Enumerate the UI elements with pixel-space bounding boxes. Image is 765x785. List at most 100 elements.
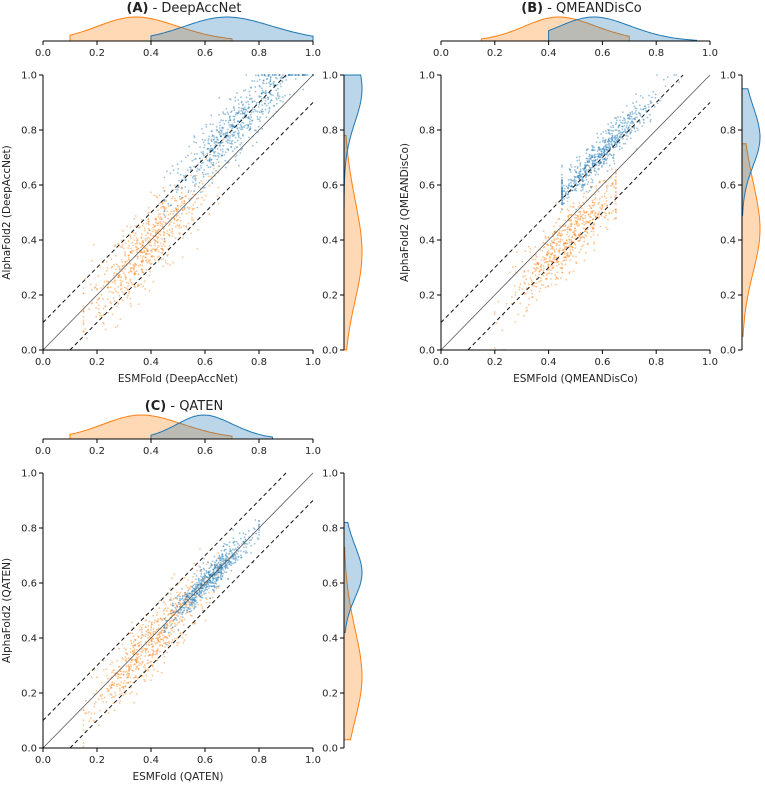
data-point xyxy=(220,572,223,574)
data-point xyxy=(131,252,134,254)
data-point xyxy=(150,629,153,631)
data-point xyxy=(639,108,642,110)
data-point xyxy=(581,189,584,191)
data-point xyxy=(131,658,134,661)
data-point xyxy=(221,129,223,132)
data-point xyxy=(210,573,213,575)
data-point xyxy=(222,572,225,575)
data-point xyxy=(567,255,569,258)
data-point xyxy=(572,206,575,208)
right-density-tick-label: 1.0 xyxy=(322,71,338,82)
data-point xyxy=(162,653,165,656)
data-point xyxy=(217,576,220,578)
data-point xyxy=(591,181,594,184)
data-point xyxy=(200,569,203,571)
data-point xyxy=(556,276,558,279)
data-point xyxy=(169,620,171,623)
data-point xyxy=(153,641,156,643)
data-point xyxy=(166,255,169,257)
data-point xyxy=(84,712,86,715)
data-point xyxy=(176,204,179,207)
data-point xyxy=(175,199,178,202)
data-point xyxy=(527,283,530,286)
data-point xyxy=(160,638,162,641)
data-point xyxy=(195,583,198,586)
data-point xyxy=(241,104,244,107)
data-point xyxy=(126,672,129,674)
data-point xyxy=(225,552,228,555)
data-point xyxy=(617,125,620,128)
data-point xyxy=(158,631,161,634)
data-point xyxy=(183,606,185,609)
data-point xyxy=(161,202,164,204)
data-point xyxy=(207,142,210,145)
data-point xyxy=(563,184,565,187)
data-point xyxy=(585,172,588,175)
data-point xyxy=(177,208,180,211)
data-point xyxy=(559,241,561,243)
data-point xyxy=(255,101,258,104)
data-point xyxy=(152,649,155,652)
data-point xyxy=(201,596,204,599)
data-point xyxy=(220,573,223,576)
data-point xyxy=(532,267,535,269)
data-point xyxy=(201,190,204,193)
data-point xyxy=(211,148,214,150)
data-point xyxy=(121,643,124,646)
data-point xyxy=(213,590,216,593)
data-point xyxy=(605,148,608,151)
data-point xyxy=(155,651,158,653)
data-point xyxy=(136,653,139,656)
data-point xyxy=(251,97,253,100)
data-point xyxy=(209,585,212,587)
data-point xyxy=(551,247,554,250)
x-axis-label: ESMFold (DeepAccNet) xyxy=(118,373,238,385)
data-point xyxy=(534,258,537,261)
data-point xyxy=(158,228,161,231)
data-point xyxy=(557,218,560,221)
data-point xyxy=(147,636,149,639)
data-point xyxy=(573,233,576,235)
data-point xyxy=(612,210,614,212)
data-point xyxy=(85,712,88,714)
data-point xyxy=(212,582,215,585)
data-point xyxy=(607,129,610,132)
data-point xyxy=(130,642,133,645)
data-point xyxy=(553,238,555,240)
data-point xyxy=(111,696,113,699)
data-point xyxy=(602,140,604,143)
data-point xyxy=(563,253,566,256)
data-point xyxy=(167,213,170,216)
data-point xyxy=(523,293,526,295)
data-point xyxy=(159,216,162,219)
data-point xyxy=(606,149,609,151)
data-point xyxy=(593,149,596,151)
data-point xyxy=(588,159,590,162)
data-point xyxy=(190,603,192,606)
data-point xyxy=(591,160,594,163)
data-point xyxy=(147,632,150,634)
data-point xyxy=(212,572,214,575)
data-point xyxy=(130,305,133,308)
data-point xyxy=(113,300,116,302)
data-point xyxy=(578,176,581,179)
data-point xyxy=(619,119,621,122)
data-point xyxy=(204,575,207,577)
data-point xyxy=(583,168,586,171)
data-point xyxy=(265,78,268,80)
data-point xyxy=(565,252,568,255)
data-point xyxy=(96,298,99,301)
data-point xyxy=(242,107,244,110)
data-point xyxy=(237,133,240,136)
data-point xyxy=(193,608,195,610)
data-point xyxy=(136,251,139,254)
data-point xyxy=(200,591,203,594)
data-point xyxy=(190,190,193,192)
data-point xyxy=(581,245,583,248)
data-point xyxy=(98,297,101,300)
data-point xyxy=(149,654,151,656)
right-density: 0.00.20.40.60.81.0 xyxy=(322,469,363,755)
data-point xyxy=(275,89,278,92)
data-point xyxy=(101,681,103,684)
data-point xyxy=(188,596,190,599)
